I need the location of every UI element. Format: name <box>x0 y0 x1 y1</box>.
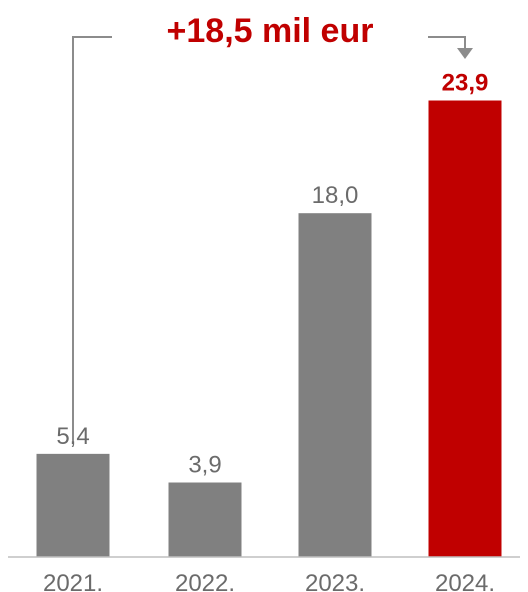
value-label: 3,9 <box>188 452 221 479</box>
x-tick-label: 2024. <box>435 570 495 592</box>
value-label: 5,4 <box>56 423 89 450</box>
bar-2021 <box>36 453 110 557</box>
value-label: 23,9 <box>442 70 489 97</box>
bar-2024 <box>428 100 502 557</box>
value-labels-group: 5,4 3,9 18,0 23,9 <box>56 70 488 479</box>
x-tick-labels-group: 2021. 2022. 2023. 2024. <box>43 570 495 592</box>
bar-2022 <box>168 482 242 557</box>
x-tick-label: 2023. <box>305 570 365 592</box>
bracket-right-line <box>428 36 466 50</box>
x-tick-label: 2022. <box>175 570 235 592</box>
arrow-down-icon <box>457 48 473 59</box>
change-annotation: +18,5 mil eur <box>167 12 374 50</box>
bars-group <box>36 100 502 557</box>
x-tick-label: 2021. <box>43 570 103 592</box>
change-bracket <box>72 36 473 442</box>
bar-2023 <box>298 213 372 557</box>
value-label: 18,0 <box>312 182 359 209</box>
bracket-left-line <box>72 36 112 442</box>
